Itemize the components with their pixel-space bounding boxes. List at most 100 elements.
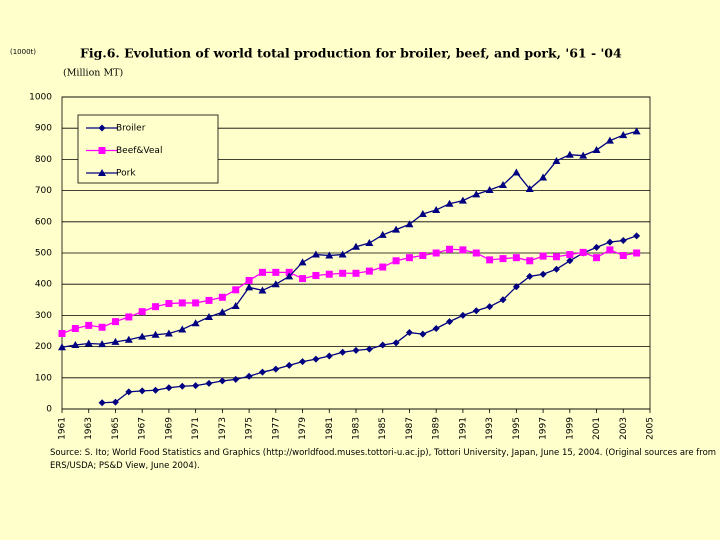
chart-title: Fig.6. Evolution of world total producti…	[80, 46, 622, 61]
x-tick-label: 1983	[352, 417, 362, 440]
marker	[446, 318, 454, 326]
marker	[299, 275, 307, 283]
marker	[525, 185, 534, 193]
marker	[124, 335, 133, 343]
marker	[419, 330, 427, 338]
x-tick-label: 2001	[592, 417, 602, 440]
marker	[472, 190, 481, 198]
marker	[325, 270, 333, 278]
marker	[486, 303, 494, 311]
marker	[58, 329, 66, 337]
marker	[432, 205, 441, 213]
marker	[138, 332, 147, 340]
x-tick-label: 1993	[485, 417, 495, 440]
x-tick-label: 1965	[111, 417, 121, 440]
y-tick-label: 800	[35, 155, 52, 165]
marker	[98, 169, 106, 176]
x-tick-label: 1961	[58, 417, 68, 440]
marker	[325, 251, 334, 259]
x-tick-label: 1995	[512, 417, 522, 440]
marker	[512, 168, 521, 176]
marker	[298, 258, 307, 266]
marker	[593, 243, 601, 251]
marker	[365, 239, 374, 247]
marker	[312, 355, 320, 363]
marker	[633, 232, 641, 240]
y-tick-label: 300	[35, 311, 52, 321]
marker	[606, 246, 614, 254]
marker	[191, 319, 200, 327]
marker	[125, 313, 133, 321]
marker	[338, 250, 347, 258]
marker	[339, 269, 347, 277]
marker	[405, 220, 414, 228]
marker	[365, 345, 373, 353]
x-tick-label: 1991	[458, 417, 468, 440]
marker	[285, 272, 294, 280]
marker	[405, 254, 413, 262]
marker	[459, 246, 467, 254]
marker	[539, 252, 547, 260]
marker	[245, 283, 254, 291]
marker	[84, 339, 93, 347]
marker	[205, 296, 213, 304]
marker	[125, 388, 133, 396]
x-tick-label: 1979	[298, 417, 308, 440]
marker	[526, 272, 534, 280]
marker	[138, 387, 146, 395]
marker	[285, 361, 293, 369]
marker	[365, 267, 373, 275]
marker	[98, 147, 106, 154]
marker	[232, 375, 240, 383]
marker	[258, 286, 267, 294]
x-tick-label: 1971	[191, 417, 201, 440]
marker	[459, 311, 467, 319]
marker	[164, 329, 173, 337]
marker	[272, 365, 280, 373]
marker	[111, 398, 119, 406]
marker	[446, 245, 454, 253]
legend-label: Beef&Veal	[116, 146, 162, 156]
marker	[245, 372, 253, 380]
marker	[218, 377, 226, 385]
source-note: Source: S. Ito; World Food Statistics an…	[50, 448, 717, 471]
marker	[218, 293, 226, 301]
marker	[271, 280, 280, 288]
y-tick-label: 400	[35, 280, 52, 290]
marker	[352, 346, 360, 354]
y-tick-label: 600	[35, 217, 52, 227]
y-tick-label: 500	[35, 249, 52, 259]
marker	[299, 358, 307, 366]
marker	[552, 156, 561, 164]
marker	[418, 210, 427, 217]
marker	[85, 321, 93, 329]
series-line	[61, 248, 637, 335]
marker	[606, 238, 614, 246]
x-tick-label: 1969	[164, 417, 174, 440]
marker	[192, 299, 200, 307]
marker	[71, 341, 80, 349]
marker	[539, 173, 548, 181]
marker	[392, 257, 400, 265]
y-tick-label: 1000	[29, 93, 52, 103]
marker	[151, 330, 160, 338]
unit-note: (1000t)	[10, 48, 36, 56]
marker	[71, 325, 79, 333]
marker	[152, 303, 160, 311]
y-axis-label: (Million MT)	[63, 68, 123, 79]
marker	[579, 248, 587, 256]
marker	[539, 270, 547, 278]
marker	[232, 286, 240, 294]
marker	[311, 250, 320, 258]
marker	[632, 127, 641, 135]
marker	[98, 340, 107, 348]
marker	[98, 323, 106, 331]
legend-label: Broiler	[116, 124, 146, 134]
marker	[258, 268, 266, 276]
x-tick-label: 1985	[378, 417, 388, 440]
x-tick-label: 1989	[432, 417, 442, 440]
marker	[231, 302, 240, 310]
marker	[165, 300, 173, 308]
marker	[218, 308, 227, 316]
